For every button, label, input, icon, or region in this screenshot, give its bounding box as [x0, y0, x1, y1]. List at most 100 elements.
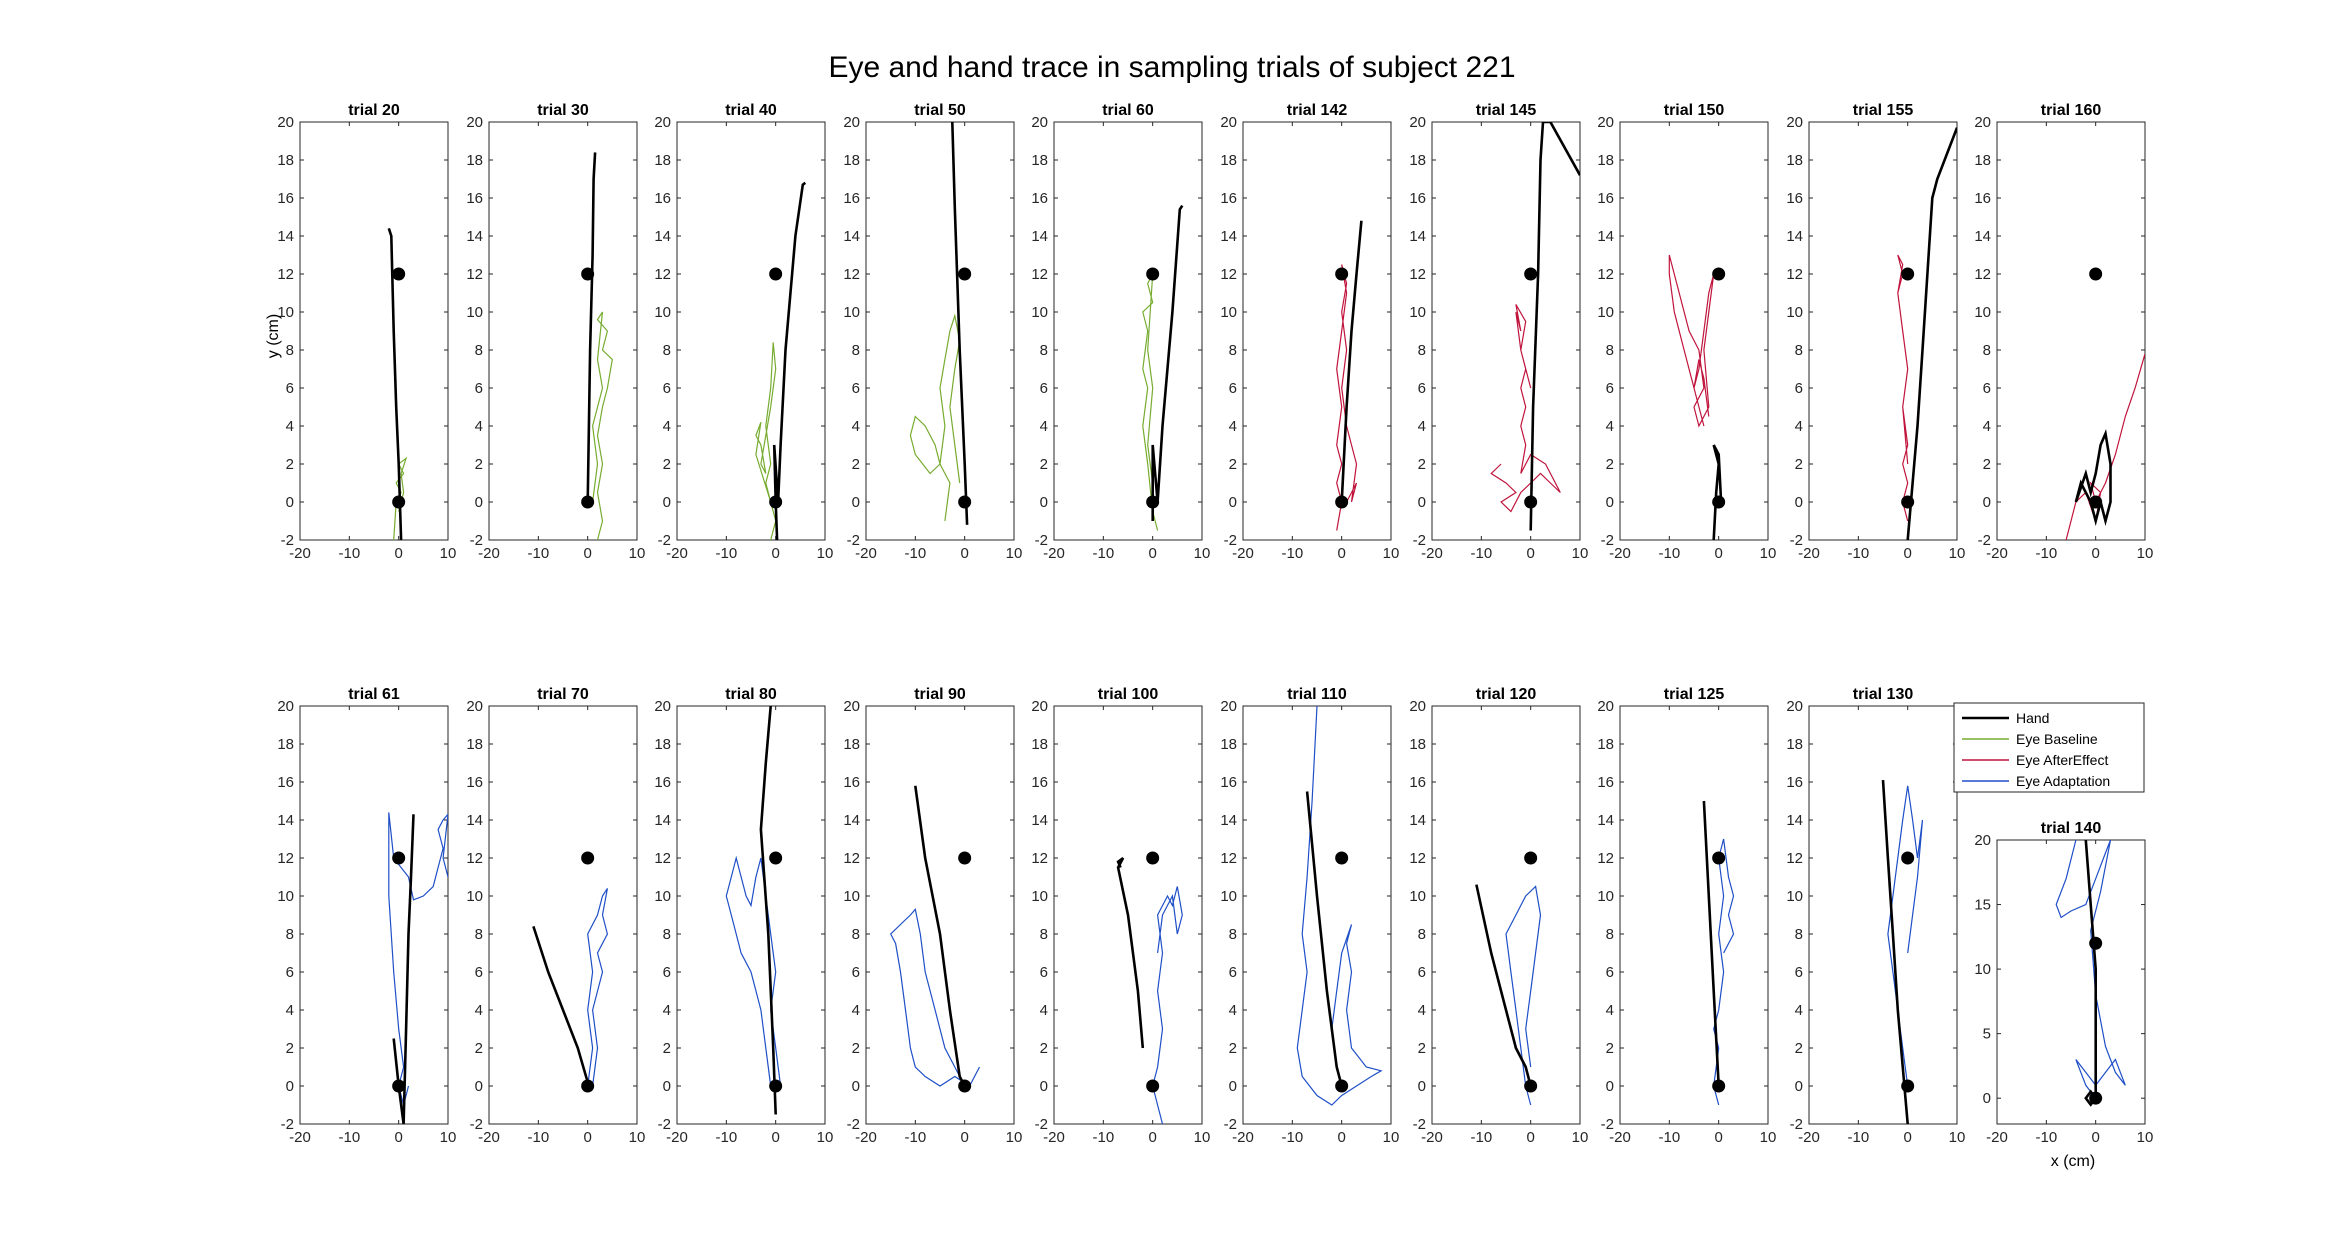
y-tick-label: 4 — [286, 1002, 294, 1019]
y-tick-label: 4 — [663, 1002, 671, 1019]
y-tick-label: 16 — [277, 190, 294, 207]
panel-title: trial 110 — [1287, 686, 1347, 703]
target-marker — [1146, 267, 1160, 281]
y-tick-label: 2 — [1606, 1040, 1614, 1057]
hand-trace-line — [387, 227, 403, 540]
hand-trace-line — [1151, 204, 1184, 521]
y-tick-label: 6 — [1229, 380, 1237, 397]
panel-title: trial 155 — [1853, 102, 1914, 119]
y-tick-label: 4 — [1606, 1002, 1614, 1019]
x-tick-label: 0 — [1903, 545, 1911, 562]
y-tick-label: 4 — [1418, 418, 1426, 435]
target-marker — [1901, 267, 1915, 281]
panel-title: trial 20 — [348, 102, 400, 119]
y-tick-label: 18 — [843, 152, 860, 169]
target-marker — [769, 267, 783, 281]
y-tick-label: 18 — [1409, 152, 1426, 169]
legend-label: Eye Baseline — [2016, 731, 2098, 747]
eye-trace-line — [1505, 885, 1542, 1106]
x-tick-label: -20 — [1609, 545, 1631, 562]
hand-trace-line — [759, 706, 777, 1115]
y-tick-label: -2 — [281, 532, 294, 549]
legend: Hand Eye Baseline Eye AfterEffect Eye Adapt… — [1953, 702, 2145, 793]
x-tick-label: -10 — [715, 545, 737, 562]
y-tick-label: -2 — [1790, 532, 1803, 549]
y-tick-label: 4 — [852, 1002, 860, 1019]
y-tick-label: 12 — [1974, 266, 1991, 283]
x-tick-label: -20 — [855, 1129, 877, 1146]
y-tick-label: 0 — [1229, 1078, 1237, 1095]
x-tick-label: 10 — [440, 1129, 457, 1146]
x-tick-label: 0 — [1526, 545, 1534, 562]
hand-trace-line — [1702, 800, 1720, 1087]
target-marker — [581, 1079, 595, 1093]
y-tick-label: 18 — [1031, 736, 1048, 753]
y-tick-label: 2 — [1795, 456, 1803, 473]
y-tick-label: 10 — [1031, 304, 1048, 321]
target-marker — [769, 495, 783, 509]
y-tick-label: 14 — [466, 812, 483, 829]
plot-area — [909, 122, 972, 525]
y-tick-label: 8 — [663, 342, 671, 359]
x-tick-label: -10 — [1847, 545, 1869, 562]
y-tick-label: 4 — [1983, 418, 1991, 435]
y-tick-label: 20 — [466, 698, 483, 715]
x-tick-label: -10 — [904, 1129, 926, 1146]
y-tick-label: -2 — [1224, 1116, 1237, 1133]
y-tick-label: 12 — [1597, 266, 1614, 283]
y-tick-label: 0 — [1983, 1090, 1991, 1107]
y-tick-label: 4 — [1418, 1002, 1426, 1019]
y-tick-label: 0 — [1418, 1078, 1426, 1095]
x-tick-label: -10 — [1847, 1129, 1869, 1146]
target-marker — [581, 267, 595, 281]
eye-trace-line — [1897, 254, 1909, 522]
panel-title: trial 160 — [2041, 102, 2102, 119]
y-tick-label: 18 — [1220, 736, 1237, 753]
panel-frame — [1619, 705, 1769, 1125]
y-tick-label: 14 — [1031, 812, 1048, 829]
y-tick-label: 10 — [277, 304, 294, 321]
x-tick-label: -20 — [1609, 1129, 1631, 1146]
y-tick-label: 10 — [1974, 304, 1991, 321]
y-tick-label: 20 — [1409, 698, 1426, 715]
y-tick-label: 2 — [1983, 456, 1991, 473]
y-tick-label: 4 — [1040, 1002, 1048, 1019]
eye-trace-line — [1490, 304, 1561, 513]
y-tick-label: 14 — [1220, 228, 1237, 245]
x-tick-label: -10 — [338, 1129, 360, 1146]
x-tick-label: 10 — [1194, 545, 1211, 562]
y-tick-label: -2 — [658, 532, 671, 549]
y-tick-label: 10 — [1220, 304, 1237, 321]
target-marker — [2089, 936, 2103, 950]
x-tick-label: 0 — [771, 1129, 779, 1146]
y-tick-label: 18 — [1974, 152, 1991, 169]
y-tick-label: 6 — [852, 964, 860, 981]
hand-trace-line — [1305, 791, 1343, 1087]
y-tick-label: 18 — [277, 736, 294, 753]
y-tick-label: 8 — [1040, 926, 1048, 943]
y-tick-label: 18 — [1786, 736, 1803, 753]
x-tick-label: 10 — [1383, 1129, 1400, 1146]
panel-frame — [1431, 121, 1581, 541]
y-tick-label: 20 — [654, 698, 671, 715]
plot-area — [388, 812, 448, 1124]
x-tick-label: 10 — [1572, 1129, 1589, 1146]
y-tick-label: 2 — [475, 1040, 483, 1057]
y-tick-label: 8 — [1606, 926, 1614, 943]
y-tick-label: 6 — [1983, 380, 1991, 397]
y-tick-label: 14 — [1786, 812, 1803, 829]
y-tick-label: 4 — [475, 1002, 483, 1019]
y-tick-label: 20 — [843, 698, 860, 715]
y-tick-label: 8 — [663, 926, 671, 943]
y-tick-label: 0 — [1606, 1078, 1614, 1095]
y-tick-label: -2 — [470, 1116, 483, 1133]
hand-trace-line — [586, 152, 597, 503]
y-tick-label: 20 — [654, 114, 671, 131]
y-tick-label: 20 — [466, 114, 483, 131]
y-tick-label: 0 — [1983, 494, 1991, 511]
